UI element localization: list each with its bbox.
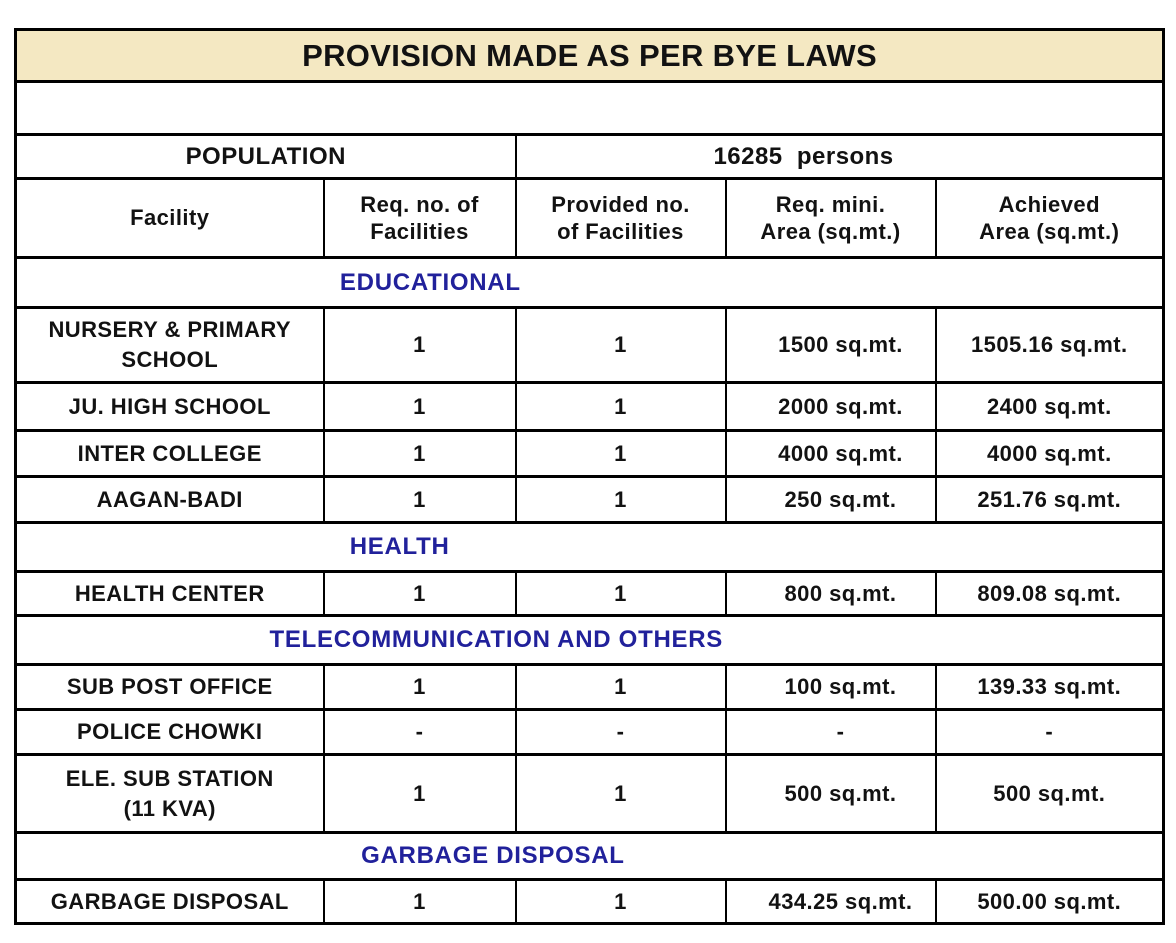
req-area-cell: 1500 sq.mt. — [724, 306, 937, 384]
table-row: SUB POST OFFICE 1 1 100 sq.mt. 139.33 sq… — [14, 663, 1165, 711]
provided-no-cell: 1 — [514, 663, 727, 711]
achieved-area-cell: - — [934, 708, 1165, 756]
facility-cell: ELE. SUB STATION (11 KVA) — [14, 753, 325, 834]
provided-no-cell: 1 — [514, 878, 727, 925]
provision-table: PROVISION MADE AS PER BYE LAWS POPULATIO… — [14, 28, 1166, 925]
req-no-cell: 1 — [322, 878, 517, 925]
spacer-cell — [14, 80, 1165, 136]
table-row: INTER COLLEGE 1 1 4000 sq.mt. 4000 sq.mt… — [14, 429, 1165, 478]
req-no-cell: 1 — [322, 381, 517, 432]
achieved-area-cell: 4000 sq.mt. — [934, 429, 1165, 478]
achieved-area-cell: 500.00 sq.mt. — [934, 878, 1165, 925]
population-row: POPULATION 16285 persons — [14, 133, 1165, 180]
req-area-cell: 250 sq.mt. — [724, 475, 937, 524]
req-area-cell: 100 sq.mt. — [724, 663, 937, 711]
section-header-educational: EDUCATIONAL — [14, 256, 1165, 309]
col-header-req-area: Req. mini. Area (sq.mt.) — [724, 177, 937, 259]
col-header-provided-no: Provided no. of Facilities — [514, 177, 727, 259]
spacer-row — [14, 80, 1165, 136]
req-area-cell: 434.25 sq.mt. — [724, 878, 937, 925]
achieved-area-cell: 2400 sq.mt. — [934, 381, 1165, 432]
section-header-row: EDUCATIONAL — [14, 256, 1165, 309]
req-area-cell: 800 sq.mt. — [724, 570, 937, 617]
column-header-row: Facility Req. no. of Facilities Provided… — [14, 177, 1165, 259]
table-row: JU. HIGH SCHOOL 1 1 2000 sq.mt. 2400 sq.… — [14, 381, 1165, 432]
req-no-cell: - — [322, 708, 517, 756]
req-no-cell: 1 — [322, 429, 517, 478]
section-header-row: HEALTH — [14, 521, 1165, 573]
achieved-area-cell: 251.76 sq.mt. — [934, 475, 1165, 524]
req-area-cell: 500 sq.mt. — [724, 753, 937, 834]
col-header-achieved-area: Achieved Area (sq.mt.) — [934, 177, 1165, 259]
col-header-facility: Facility — [14, 177, 325, 259]
req-no-cell: 1 — [322, 663, 517, 711]
provided-no-cell: - — [514, 708, 727, 756]
section-header-row: GARBAGE DISPOSAL — [14, 831, 1165, 881]
provided-no-cell: 1 — [514, 570, 727, 617]
facility-cell: GARBAGE DISPOSAL — [14, 878, 325, 925]
facility-cell: NURSERY & PRIMARY SCHOOL — [14, 306, 325, 384]
provided-no-cell: 1 — [514, 429, 727, 478]
facility-cell: JU. HIGH SCHOOL — [14, 381, 325, 432]
section-header-garbage-disposal: GARBAGE DISPOSAL — [14, 831, 1165, 881]
req-no-cell: 1 — [322, 753, 517, 834]
table-row: GARBAGE DISPOSAL 1 1 434.25 sq.mt. 500.0… — [14, 878, 1165, 925]
population-label: POPULATION — [14, 133, 517, 180]
facility-cell: INTER COLLEGE — [14, 429, 325, 478]
req-area-cell: 4000 sq.mt. — [724, 429, 937, 478]
table-row: NURSERY & PRIMARY SCHOOL 1 1 1500 sq.mt.… — [14, 306, 1165, 384]
title-row: PROVISION MADE AS PER BYE LAWS — [14, 28, 1165, 83]
provided-no-cell: 1 — [514, 753, 727, 834]
req-no-cell: 1 — [322, 475, 517, 524]
achieved-area-cell: 809.08 sq.mt. — [934, 570, 1165, 617]
col-header-req-no: Req. no. of Facilities — [322, 177, 517, 259]
section-header-telecommunication: TELECOMMUNICATION AND OTHERS — [14, 614, 1165, 666]
facility-cell: POLICE CHOWKI — [14, 708, 325, 756]
provided-no-cell: 1 — [514, 475, 727, 524]
section-header-row: TELECOMMUNICATION AND OTHERS — [14, 614, 1165, 666]
table-row: HEALTH CENTER 1 1 800 sq.mt. 809.08 sq.m… — [14, 570, 1165, 617]
table-row: ELE. SUB STATION (11 KVA) 1 1 500 sq.mt.… — [14, 753, 1165, 834]
req-area-cell: - — [724, 708, 937, 756]
req-no-cell: 1 — [322, 570, 517, 617]
req-area-cell: 2000 sq.mt. — [724, 381, 937, 432]
provided-no-cell: 1 — [514, 306, 727, 384]
page-title: PROVISION MADE AS PER BYE LAWS — [14, 28, 1165, 83]
facility-cell: HEALTH CENTER — [14, 570, 325, 617]
achieved-area-cell: 500 sq.mt. — [934, 753, 1165, 834]
facility-cell: AAGAN-BADI — [14, 475, 325, 524]
achieved-area-cell: 1505.16 sq.mt. — [934, 306, 1165, 384]
population-value: 16285 persons — [514, 133, 1165, 180]
facility-cell: SUB POST OFFICE — [14, 663, 325, 711]
table-row: AAGAN-BADI 1 1 250 sq.mt. 251.76 sq.mt. — [14, 475, 1165, 524]
table-row: POLICE CHOWKI - - - - — [14, 708, 1165, 756]
provided-no-cell: 1 — [514, 381, 727, 432]
achieved-area-cell: 139.33 sq.mt. — [934, 663, 1165, 711]
section-header-health: HEALTH — [14, 521, 1165, 573]
req-no-cell: 1 — [322, 306, 517, 384]
